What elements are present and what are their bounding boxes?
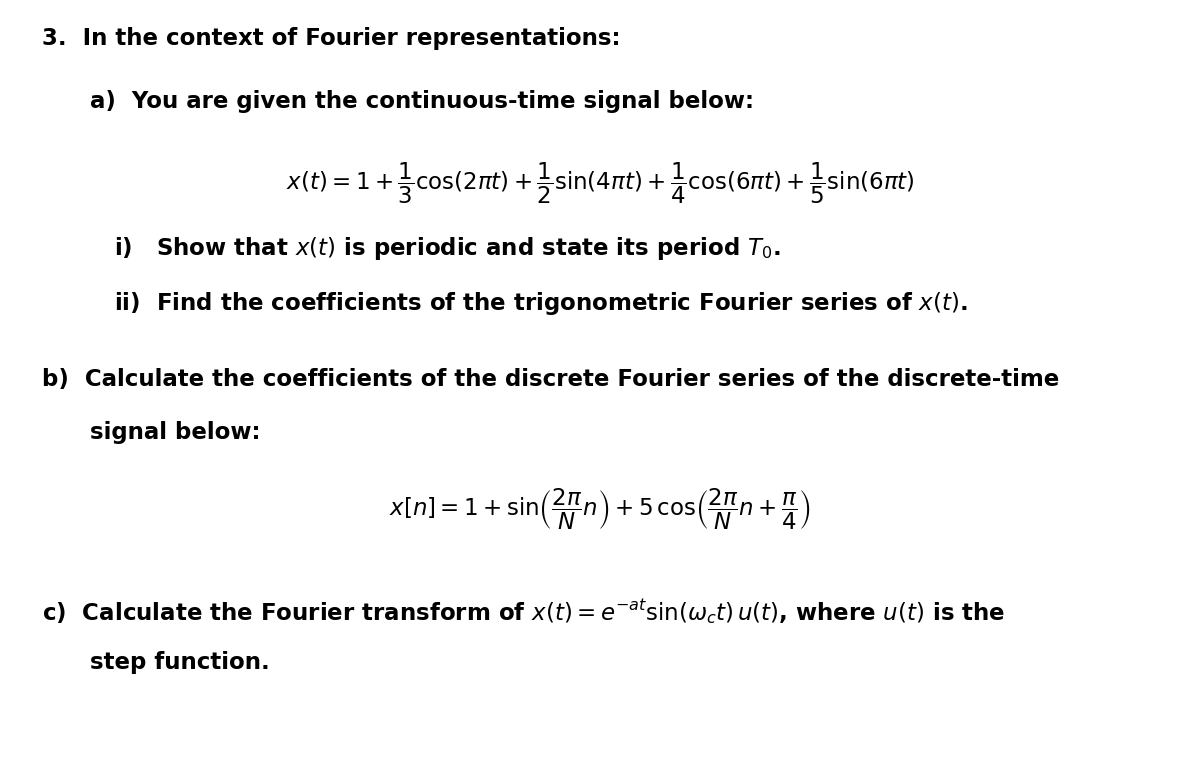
- Text: a)  You are given the continuous-time signal below:: a) You are given the continuous-time sig…: [90, 90, 754, 113]
- Text: c)  Calculate the Fourier transform of $x(t) = e^{-at}\sin(\omega_c t)\,u(t)$, w: c) Calculate the Fourier transform of $x…: [42, 597, 1006, 626]
- Text: i)   Show that $x(t)$ is periodic and state its period $T_0$.: i) Show that $x(t)$ is periodic and stat…: [114, 235, 780, 262]
- Text: ii)  Find the coefficients of the trigonometric Fourier series of $x(t)$.: ii) Find the coefficients of the trigono…: [114, 290, 967, 316]
- Text: b)  Calculate the coefficients of the discrete Fourier series of the discrete-ti: b) Calculate the coefficients of the dis…: [42, 368, 1060, 391]
- Text: $x[n] = 1 + \sin\!\left(\dfrac{2\pi}{N}n\right) + 5\,\cos\!\left(\dfrac{2\pi}{N}: $x[n] = 1 + \sin\!\left(\dfrac{2\pi}{N}n…: [389, 487, 811, 532]
- Text: signal below:: signal below:: [90, 421, 260, 444]
- Text: step function.: step function.: [90, 651, 270, 674]
- Text: $x(t) = 1 + \dfrac{1}{3}\cos(2\pi t) + \dfrac{1}{2}\sin(4\pi t) + \dfrac{1}{4}\c: $x(t) = 1 + \dfrac{1}{3}\cos(2\pi t) + \…: [286, 161, 914, 206]
- Text: 3.  In the context of Fourier representations:: 3. In the context of Fourier representat…: [42, 27, 620, 50]
